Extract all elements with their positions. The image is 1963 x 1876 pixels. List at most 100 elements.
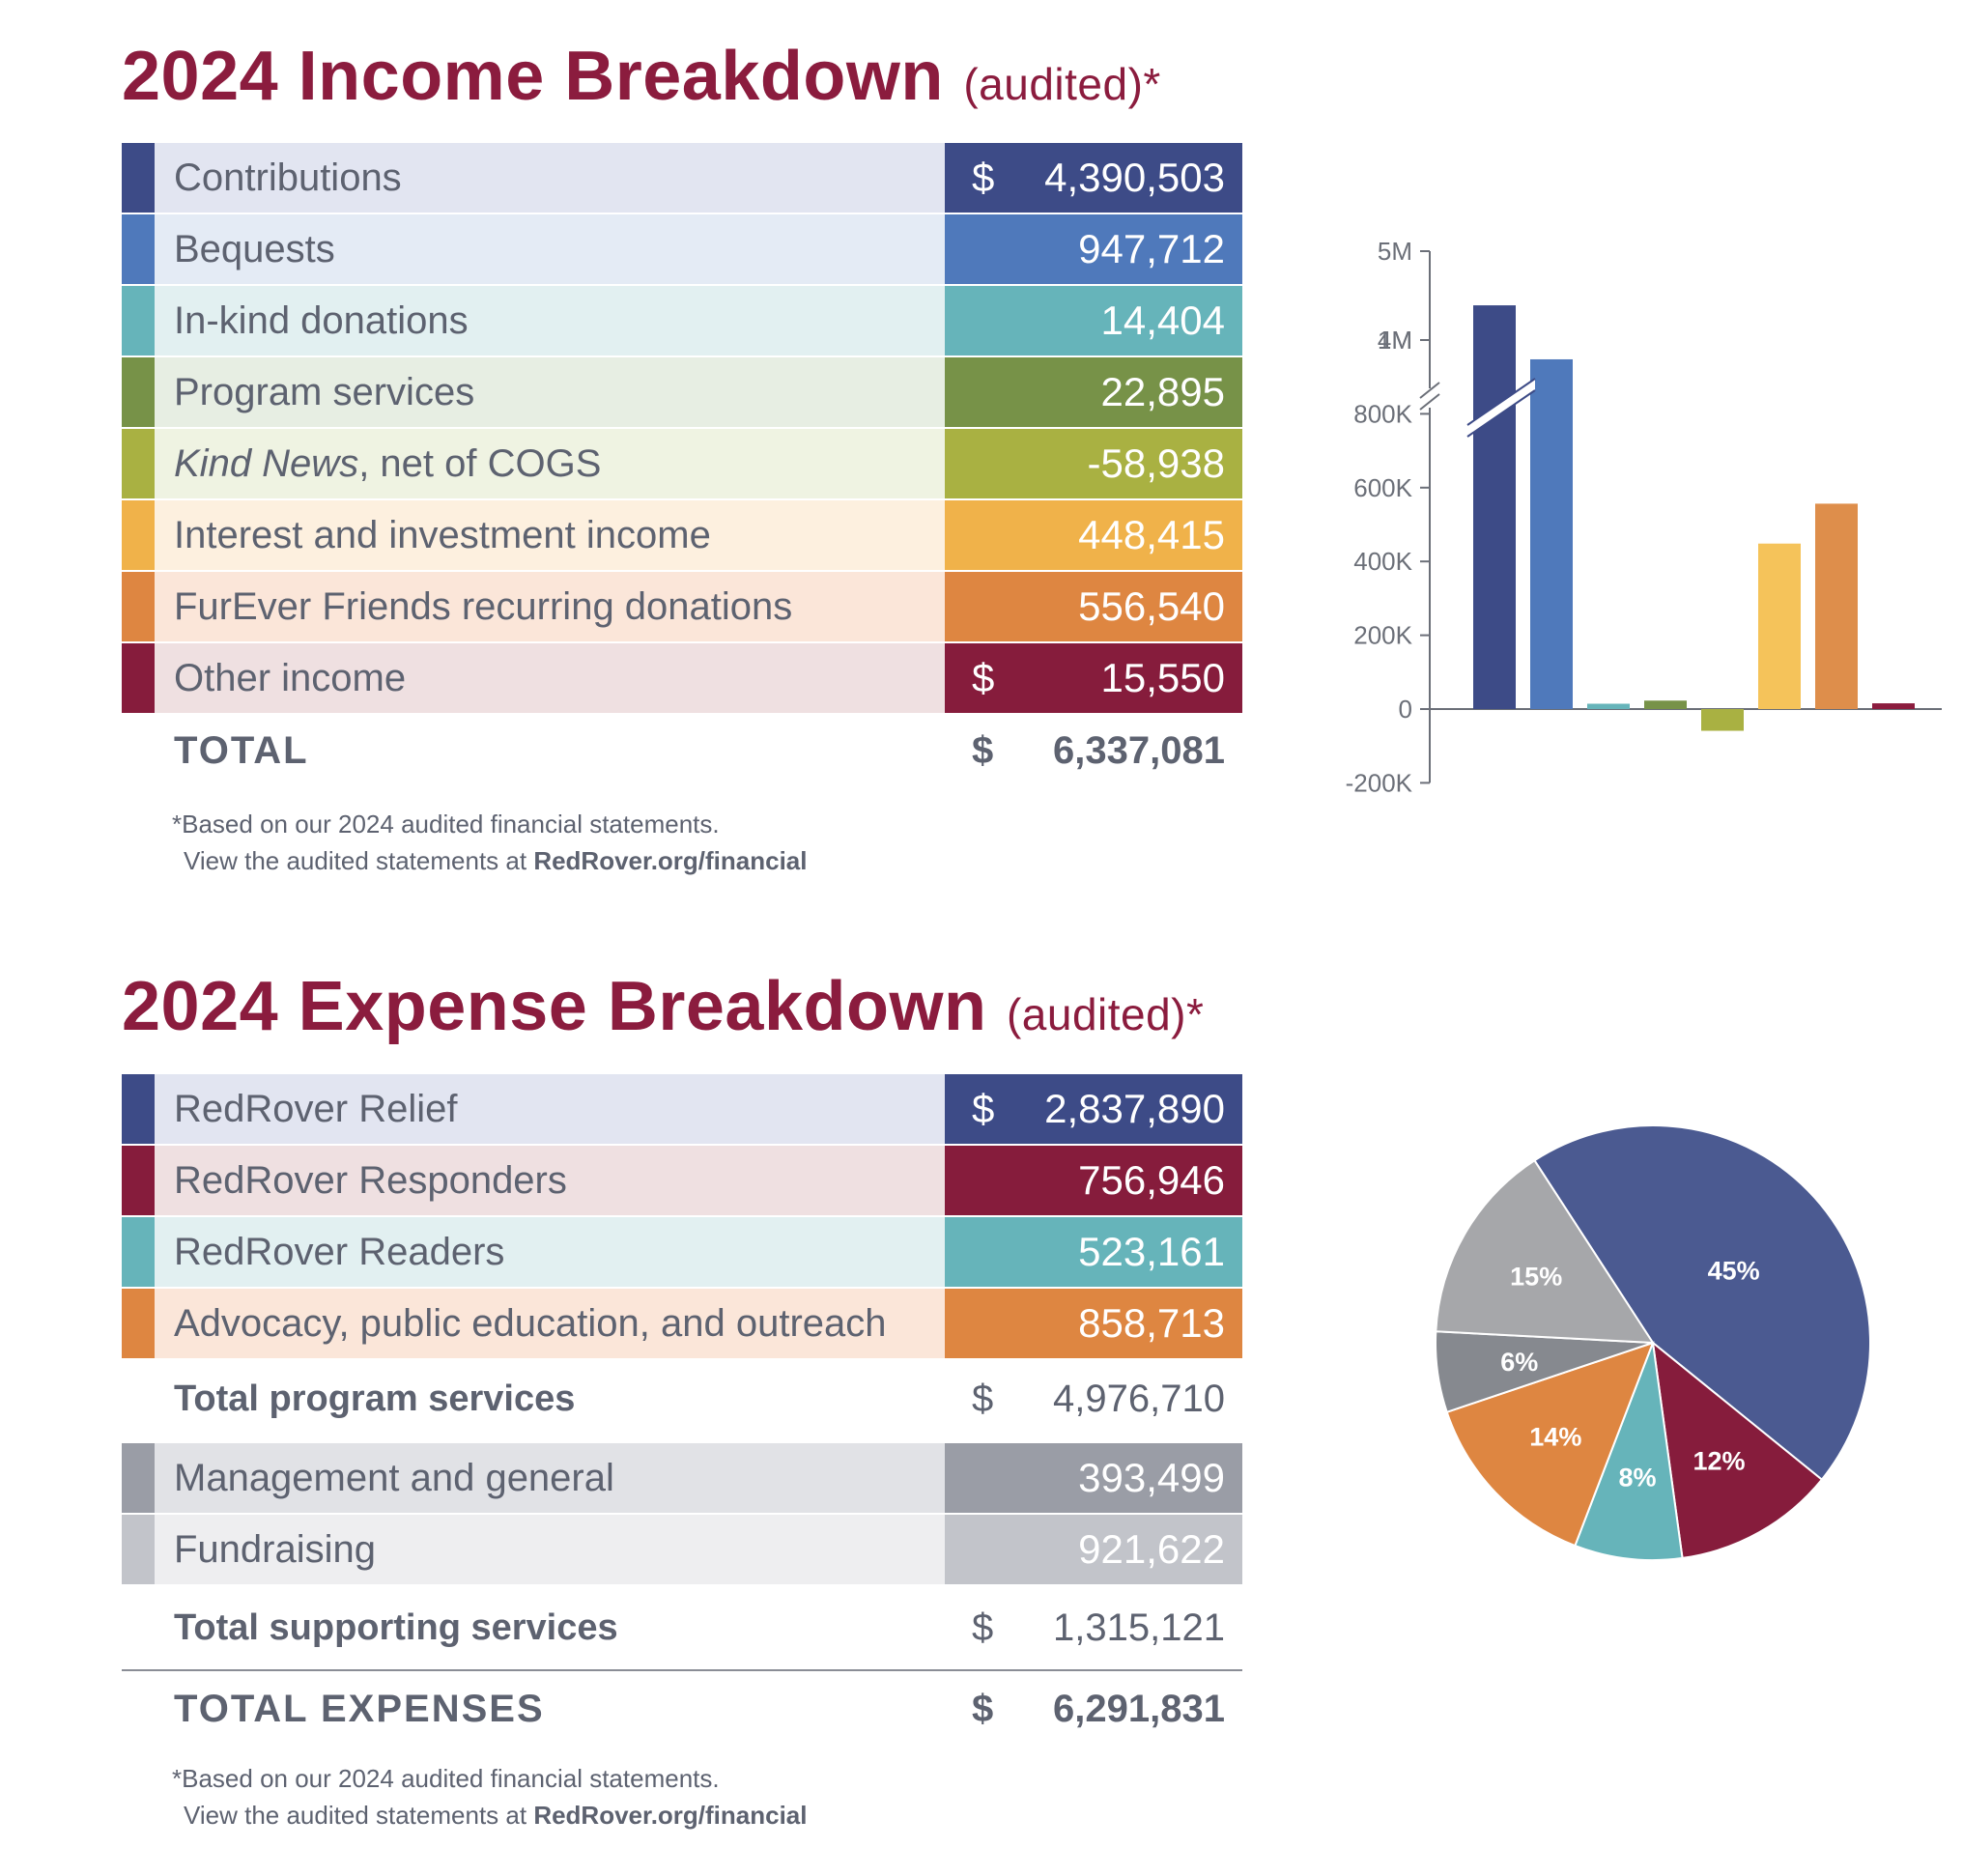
- expense-footnote-line2: View the audited statements at RedRover.…: [172, 1797, 808, 1833]
- expense-support-label: Fundraising: [155, 1515, 945, 1584]
- expense-program-value: 756,946: [945, 1146, 1242, 1215]
- value-amount: 6,337,081: [1053, 728, 1225, 772]
- income-value: 14,404: [945, 286, 1242, 355]
- axis-break-mark: [1419, 393, 1440, 411]
- income-value: -58,938: [945, 429, 1242, 498]
- income-label: Program services: [155, 357, 945, 427]
- income-label: Interest and investment income: [155, 500, 945, 570]
- expense-program-row: RedRover Responders 756,946: [122, 1146, 1242, 1215]
- income-total: TOTAL $6,337,081: [122, 715, 1242, 786]
- pie-slice-label: 12%: [1693, 1447, 1745, 1476]
- label-text: Bequests: [174, 227, 335, 270]
- color-swatch: [122, 357, 155, 427]
- expense-title-text: 2024 Expense Breakdown: [122, 968, 987, 1045]
- support-total: Total supporting services $1,315,121: [122, 1586, 1242, 1669]
- income-value: 448,415: [945, 500, 1242, 570]
- income-row: FurEver Friends recurring donations 556,5…: [122, 572, 1242, 641]
- expense-table: RedRover Relief $2,837,890 RedRover Respon…: [122, 1074, 1242, 1747]
- dollar-sign: $: [972, 155, 995, 200]
- dollar-sign: $: [972, 1086, 995, 1131]
- value-amount: -58,938: [1087, 441, 1225, 486]
- y-tick-label: 0: [1399, 695, 1412, 724]
- expense-support-row: Fundraising 921,622: [122, 1515, 1242, 1584]
- y-tick-label: 600K: [1353, 473, 1412, 502]
- expense-program-row: Advocacy, public education, and outreach…: [122, 1289, 1242, 1358]
- value-amount: 15,550: [1100, 655, 1225, 700]
- color-swatch: [122, 572, 155, 641]
- income-row: Contributions $4,390,503: [122, 143, 1242, 213]
- dollar-sign: $: [972, 1606, 994, 1649]
- income-value: $15,550: [945, 643, 1242, 713]
- label-text: RedRover Readers: [174, 1230, 505, 1273]
- value-amount: 1,315,121: [1053, 1606, 1225, 1649]
- expense-footnote-link[interactable]: RedRover.org/financial: [533, 1801, 808, 1830]
- expense-title-suffix: (audited)*: [1006, 989, 1205, 1039]
- pie-slice-label: 45%: [1708, 1257, 1760, 1286]
- bar: [1530, 358, 1573, 709]
- value-amount: 947,712: [1078, 226, 1225, 271]
- expense-program-label: RedRover Relief: [155, 1074, 945, 1144]
- income-value: 556,540: [945, 572, 1242, 641]
- label-text: RedRover Relief: [174, 1087, 458, 1130]
- value-amount: 756,946: [1078, 1157, 1225, 1203]
- expense-program-row: RedRover Relief $2,837,890: [122, 1074, 1242, 1144]
- value-amount: 858,713: [1078, 1300, 1225, 1346]
- bar: [1644, 700, 1687, 709]
- expense-total: TOTAL EXPENSES $6,291,831: [122, 1669, 1242, 1747]
- value-amount: 2,837,890: [1044, 1086, 1225, 1131]
- bar-break-line: [1466, 389, 1536, 438]
- expense-program-value: 858,713: [945, 1289, 1242, 1358]
- label-text: FurEver Friends recurring donations: [174, 584, 793, 628]
- color-swatch: [122, 286, 155, 355]
- income-footnote-link[interactable]: RedRover.org/financial: [533, 846, 808, 875]
- income-footnote: *Based on our 2024 audited financial sta…: [172, 806, 808, 879]
- value-amount: 523,161: [1078, 1229, 1225, 1274]
- value-amount: 556,540: [1078, 583, 1225, 629]
- income-footnote-prefix: View the audited statements at: [184, 846, 534, 875]
- income-value: 22,895: [945, 357, 1242, 427]
- income-title: 2024 Income Breakdown (audited)*: [122, 37, 1161, 116]
- pie-slice-label: 15%: [1510, 1262, 1562, 1291]
- expense-pie-chart: 45% 12% 8% 14% 6% 15%: [1435, 1124, 1871, 1561]
- expense-footnote: *Based on our 2024 audited financial sta…: [172, 1760, 808, 1833]
- expense-footnote-prefix: View the audited statements at: [184, 1801, 534, 1830]
- support-total-value: $1,315,121: [945, 1606, 1242, 1650]
- income-row: Program services 22,895: [122, 357, 1242, 427]
- color-swatch: [122, 1515, 155, 1584]
- dollar-sign: $: [972, 1687, 994, 1730]
- value-amount: 4,390,503: [1044, 155, 1225, 200]
- y-tick-label: 5M: [1378, 237, 1412, 266]
- pie-slice-label: 14%: [1529, 1423, 1581, 1452]
- bar: [1872, 703, 1915, 709]
- bar: [1701, 709, 1744, 731]
- pie-slice-label: 8%: [1618, 1464, 1656, 1492]
- program-total-label: Total program services: [174, 1378, 576, 1419]
- expense-program-label: RedRover Readers: [155, 1217, 945, 1287]
- axis-break-mark: [1419, 382, 1440, 399]
- label-text: Interest and investment income: [174, 513, 711, 556]
- color-swatch: [122, 643, 155, 713]
- income-label: Bequests: [155, 214, 945, 284]
- y-tick-label: 4M: [1378, 326, 1412, 355]
- color-swatch: [122, 500, 155, 570]
- label-text: Program services: [174, 370, 475, 413]
- program-total-value: $4,976,710: [945, 1378, 1242, 1421]
- income-label: FurEver Friends recurring donations: [155, 572, 945, 641]
- expense-program-label: Advocacy, public education, and outreach: [155, 1289, 945, 1358]
- value-amount: 448,415: [1078, 512, 1225, 557]
- income-footnote-line2: View the audited statements at RedRover.…: [172, 842, 808, 879]
- pie-slice: [1533, 1124, 1871, 1482]
- dollar-sign: $: [972, 728, 994, 772]
- label-text: , net of COGS: [358, 441, 602, 485]
- expense-title: 2024 Expense Breakdown (audited)*: [122, 967, 1204, 1046]
- expense-program-label: RedRover Responders: [155, 1146, 945, 1215]
- income-row: Other income $15,550: [122, 643, 1242, 713]
- income-label: Other income: [155, 643, 945, 713]
- bar-break-line: [1466, 378, 1536, 426]
- income-footnote-line1: *Based on our 2024 audited financial sta…: [172, 810, 720, 839]
- value-amount: 22,895: [1100, 369, 1225, 414]
- pie-slice: [1574, 1342, 1684, 1561]
- income-label: Contributions: [155, 143, 945, 213]
- pie-slice: [1445, 1341, 1655, 1548]
